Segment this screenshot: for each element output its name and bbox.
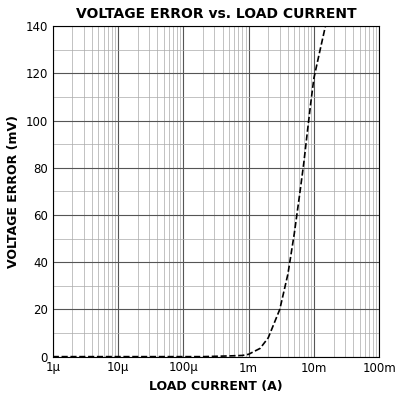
Y-axis label: VOLTAGE ERROR (mV): VOLTAGE ERROR (mV) (7, 115, 20, 268)
X-axis label: LOAD CURRENT (A): LOAD CURRENT (A) (149, 380, 283, 393)
Title: VOLTAGE ERROR vs. LOAD CURRENT: VOLTAGE ERROR vs. LOAD CURRENT (76, 7, 356, 21)
